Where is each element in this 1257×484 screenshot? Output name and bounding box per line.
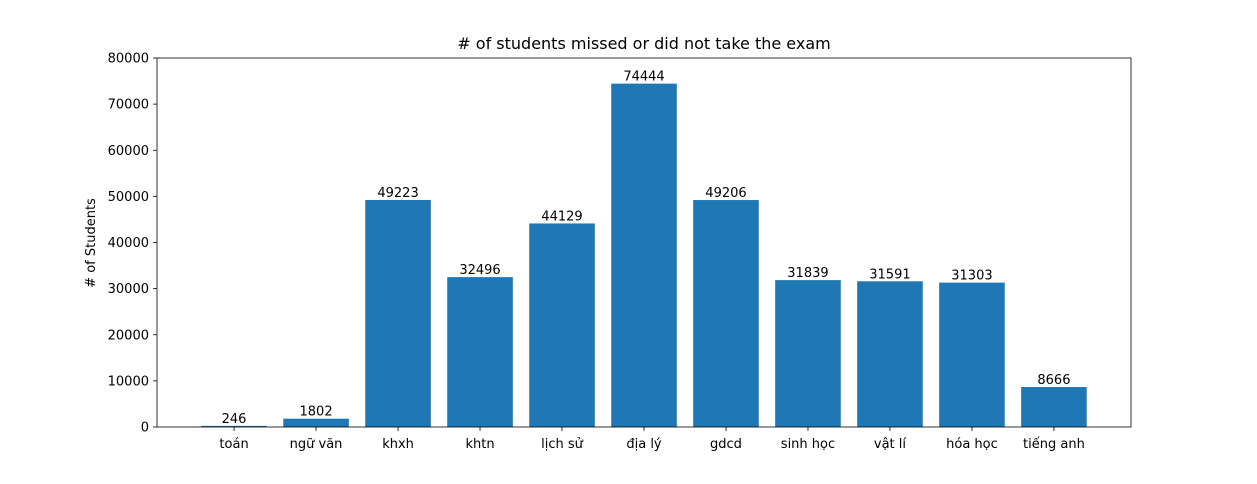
x-tick-label-3: khtn: [465, 437, 494, 452]
data-label-6: 49206: [705, 186, 746, 201]
y-tick-label-4: 40000: [108, 236, 149, 251]
bar-10: [1021, 387, 1087, 427]
data-label-10: 8666: [1037, 373, 1070, 388]
data-label-8: 31591: [869, 267, 910, 282]
x-tick-label-1: ngữ văn: [290, 437, 343, 452]
x-tick-label-10: tiếng anh: [1023, 437, 1085, 452]
x-tick-label-4: lịch sử: [541, 437, 584, 452]
y-tick-label-3: 30000: [108, 282, 149, 297]
bar-0: [201, 425, 267, 427]
x-tick-label-9: hóa học: [946, 437, 998, 452]
plot-frame: [156, 57, 1132, 428]
data-label-5: 74444: [623, 70, 664, 85]
bar-1: [283, 418, 349, 427]
data-label-9: 31303: [951, 269, 992, 284]
y-tick-label-6: 60000: [108, 144, 149, 159]
y-tick-label-5: 50000: [108, 190, 149, 205]
data-label-2: 49223: [377, 186, 418, 201]
data-label-3: 32496: [459, 263, 500, 278]
x-tick-label-2: khxh: [382, 437, 414, 452]
data-label-1: 1802: [300, 405, 333, 420]
bar-9: [939, 282, 1005, 427]
x-tick-label-8: vật lí: [874, 437, 907, 452]
x-tick-label-7: sinh học: [781, 437, 835, 452]
y-tick-label-8: 80000: [108, 52, 149, 67]
x-tick-label-6: gdcd: [710, 437, 742, 452]
y-tick-label-7: 70000: [108, 98, 149, 113]
bar-7: [775, 280, 841, 427]
data-label-7: 31839: [787, 266, 828, 281]
plot-area: 246 toán 1802 ngữ văn 49223 khxh 32496 khtn 4412…: [108, 52, 1132, 452]
y-tick-label-1: 10000: [108, 374, 149, 389]
bar-6: [693, 200, 759, 427]
chart-title: # of students missed or did not take the…: [457, 34, 830, 53]
data-label-4: 44129: [541, 209, 582, 224]
bar-8: [857, 281, 923, 427]
y-axis-label: # of Students: [84, 198, 99, 288]
bar-2: [365, 199, 431, 427]
x-tick-label-0: toán: [219, 437, 248, 452]
y-tick-label-2: 20000: [108, 328, 149, 343]
data-label-0: 246: [222, 412, 247, 427]
x-tick-label-5: địa lý: [626, 437, 662, 452]
bar-4: [529, 223, 595, 427]
bar-5: [611, 83, 677, 427]
bar-3: [447, 277, 513, 427]
y-tick-label-0: 0: [141, 421, 149, 436]
